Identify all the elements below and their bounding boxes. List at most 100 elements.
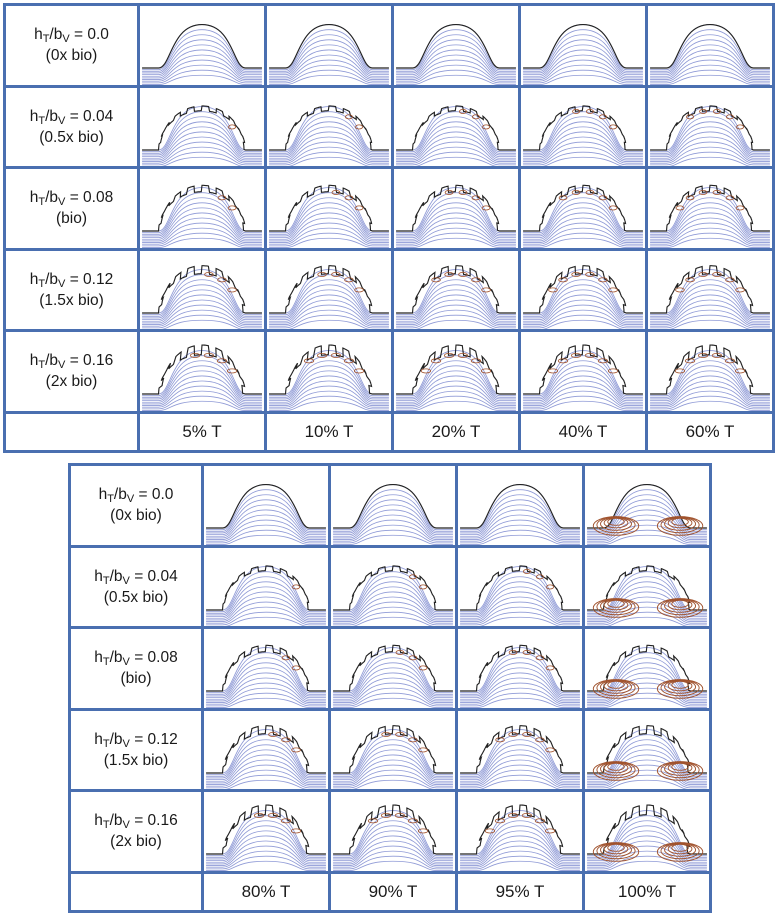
h-symbol: h: [94, 812, 103, 830]
streamline: [650, 355, 770, 397]
streamline: [333, 738, 453, 777]
vortex-contour: [472, 113, 480, 119]
body-outline: [460, 484, 580, 529]
row-label: hT/bV = 0.04 (0.5x bio): [68, 544, 204, 630]
time-column-label: 100% T: [582, 870, 712, 913]
body-outline: [587, 484, 707, 529]
vortex-contour: [330, 353, 342, 359]
flow-plot: [333, 564, 453, 627]
vortex-contour: [545, 747, 555, 753]
streamline: [333, 764, 453, 785]
flow-plot-cell: [264, 329, 394, 414]
vortex-contour: [597, 358, 609, 364]
factor-label: (bio): [55, 210, 87, 228]
flow-plot: [206, 484, 326, 545]
body-outline: [269, 184, 389, 232]
b-subscript: V: [58, 359, 66, 372]
h-symbol: h: [94, 567, 103, 585]
ratio-label: hT/bV = 0.12: [71, 729, 201, 750]
streamline: [650, 115, 770, 154]
b-subscript: V: [62, 33, 70, 46]
streamline: [269, 227, 389, 245]
vortex-contour: [444, 271, 454, 277]
streamline: [650, 202, 770, 237]
time-column-label: 40% T: [518, 410, 648, 453]
streamline: [460, 585, 580, 617]
streamline: [206, 743, 326, 778]
vortex-contour: [395, 650, 405, 655]
streamline: [460, 519, 580, 540]
streamline: [523, 151, 643, 165]
streamline: [523, 217, 643, 242]
streamline: [142, 110, 262, 152]
streamline: [396, 390, 516, 408]
vortex-contour: [584, 353, 596, 359]
flow-plot: [333, 804, 453, 871]
flow-plot-cell: [328, 544, 458, 630]
flow-plot: [269, 104, 389, 167]
streamline: [460, 529, 580, 544]
streamline: [396, 365, 516, 400]
vortex-contour: [675, 287, 685, 293]
streamline: [206, 677, 326, 702]
streamline: [523, 212, 643, 240]
flow-plot: [142, 344, 262, 411]
vortex-contour: [535, 655, 545, 661]
table-row: hT/bV = 0.08 (bio): [3, 166, 775, 251]
streamline: [333, 534, 453, 545]
streamline: [650, 192, 770, 234]
streamline: [333, 585, 453, 617]
streamline: [206, 514, 326, 539]
vortex-contour: [508, 731, 518, 737]
streamline: [460, 820, 580, 858]
vortex-contour: [544, 828, 556, 834]
ratio-value: = 0.12: [65, 270, 114, 288]
streamline: [650, 283, 770, 318]
body-outline: [650, 344, 770, 395]
time-column-label: 90% T: [328, 870, 458, 913]
streamline: [206, 489, 326, 531]
streamline: [650, 64, 770, 82]
body-outline: [269, 104, 389, 151]
streamline: [396, 355, 516, 397]
vortex-contour: [685, 195, 695, 201]
flow-plot: [460, 484, 580, 545]
streamline: [650, 232, 770, 247]
vortex-contour: [470, 358, 482, 364]
b-symbol: b: [113, 649, 123, 667]
slash-symbol: /: [109, 812, 114, 830]
streamline: [523, 44, 643, 76]
body-outline: [333, 724, 453, 774]
streamline: [206, 529, 326, 544]
streamline: [587, 825, 707, 860]
streamline: [460, 601, 580, 622]
streamline: [650, 294, 770, 322]
flow-plot-cell: [455, 544, 585, 630]
flow-plot: [650, 24, 770, 85]
flow-plot-cell: [455, 707, 585, 793]
vortex-contour: [345, 113, 353, 119]
streamline: [650, 141, 770, 162]
streamline: [333, 835, 453, 863]
body-outline: [142, 184, 262, 232]
vortex-contour: [570, 353, 582, 359]
streamline: [523, 289, 643, 320]
vortex-contour: [735, 287, 745, 293]
streamline: [206, 855, 326, 870]
streamline: [396, 278, 516, 317]
vortex-contour: [607, 680, 625, 689]
streamline: [523, 136, 643, 160]
streamline: [206, 596, 326, 620]
streamline: [333, 860, 453, 871]
streamline: [396, 197, 516, 235]
streamline: [206, 860, 326, 871]
vortex-contour: [712, 190, 722, 195]
streamline: [587, 606, 707, 624]
b-subscript: V: [58, 277, 66, 290]
ratio-value: = 0.16: [65, 352, 114, 370]
empty-corner-cell: [68, 870, 204, 913]
streamline: [142, 64, 262, 82]
flow-plot: [333, 724, 453, 790]
vortex-contour: [674, 368, 686, 374]
slash-symbol: /: [45, 352, 50, 370]
